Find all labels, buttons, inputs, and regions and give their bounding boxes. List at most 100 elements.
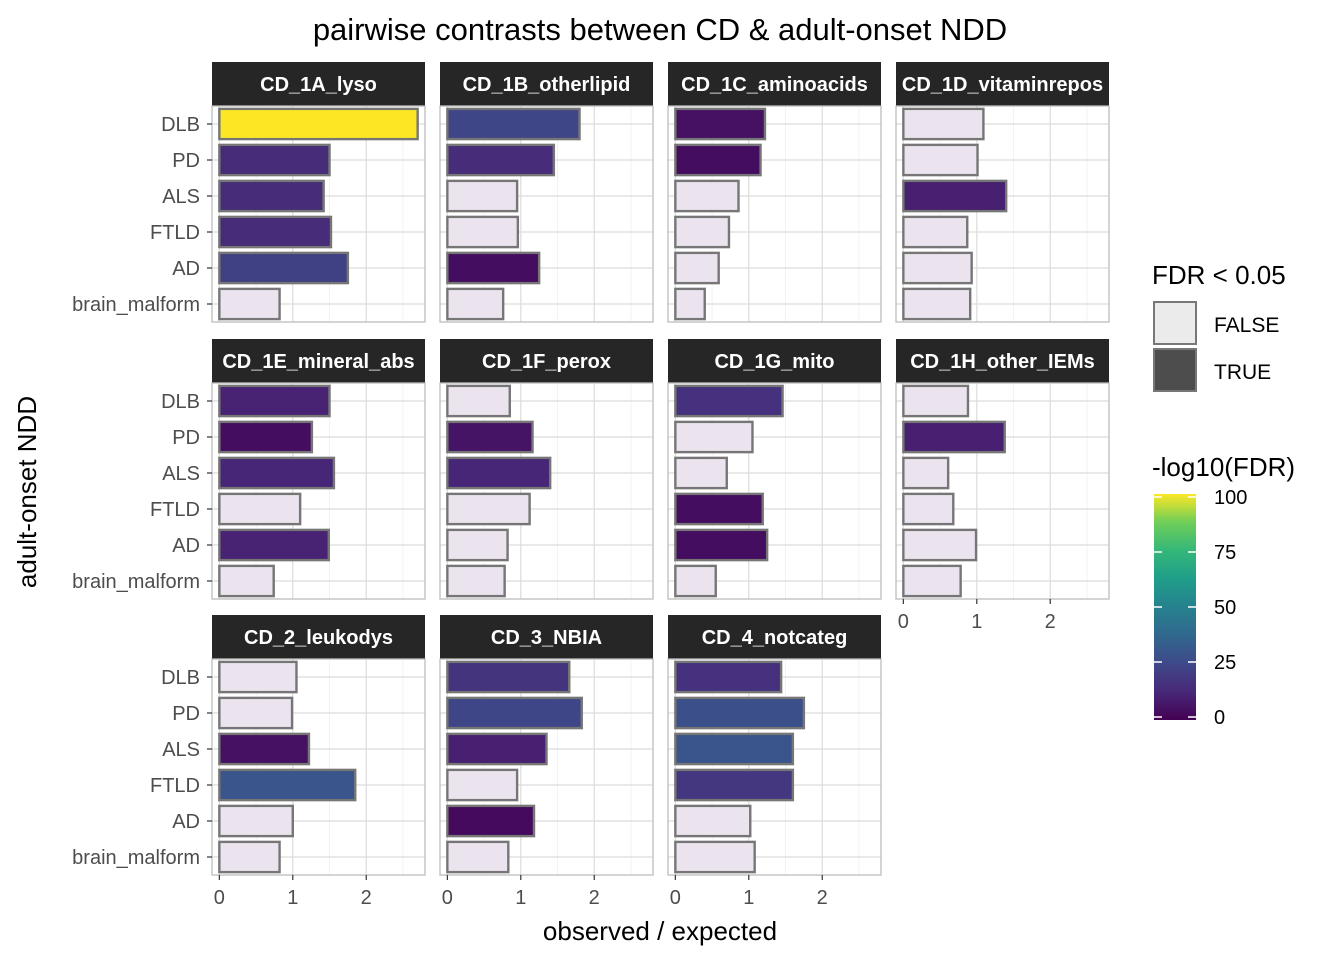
bar-pd (674, 143, 762, 177)
panel-strip (668, 62, 881, 106)
panel-background (212, 659, 425, 875)
bar-als (218, 456, 336, 490)
bar-als (902, 456, 950, 490)
bar-pd (674, 696, 806, 730)
y-tick-label: brain_malform (72, 847, 200, 869)
legend-fdr-title: FDR < 0.05 (1152, 260, 1286, 290)
x-tick-label: 2 (1045, 611, 1056, 633)
bar-pd (218, 420, 314, 454)
y-tick-label: brain_malform (72, 294, 200, 316)
x-tick-label: 0 (442, 887, 453, 909)
bar-als (674, 732, 795, 766)
bar-pd (446, 420, 534, 454)
bar-als (218, 732, 311, 766)
panel-border (667, 105, 882, 323)
panel-strip (440, 62, 653, 106)
bar-brain_malform (674, 564, 717, 598)
bar-ftld (674, 768, 795, 802)
y-tick-label: AD (172, 258, 200, 280)
panel-border (439, 105, 654, 323)
legend: FDR < 0.05 FALSE TRUE -log10(FDR) 0 25 50 7… (1152, 260, 1295, 729)
bar-brain_malform (446, 840, 510, 874)
bar-ftld (446, 492, 531, 526)
bar-ad (218, 528, 330, 562)
panel-background (896, 106, 1109, 322)
panel-CD_1F_perox: CD_1F_perox (439, 339, 654, 600)
y-tick-label: brain_malform (72, 571, 200, 593)
panel-border (211, 382, 426, 600)
panel-strip (212, 615, 425, 659)
panel-CD_1B_otherlipid: CD_1B_otherlipid (439, 62, 654, 323)
x-tick-label: 1 (515, 887, 526, 909)
panel-border (895, 382, 1110, 600)
panel-background (212, 383, 425, 599)
bar-ad (446, 251, 541, 285)
x-tick-label: 2 (589, 887, 600, 909)
y-tick-label: FTLD (150, 775, 200, 797)
panel-strip-label: CD_4_notcateg (702, 627, 848, 649)
bar-dlb (902, 384, 970, 418)
bar-pd (674, 420, 754, 454)
y-tick-label: DLB (161, 114, 200, 136)
panel-strip-label: CD_3_NBIA (491, 627, 602, 649)
bar-ftld (218, 492, 302, 526)
y-tick-label: PD (172, 427, 200, 449)
y-tick-label: PD (172, 703, 200, 725)
panel-border (439, 658, 654, 876)
panel-background (668, 383, 881, 599)
bar-dlb (446, 384, 511, 418)
panel-CD_4_notcateg: CD_4_notcateg 0 1 2 (667, 615, 882, 909)
y-tick-label: ALS (162, 463, 200, 485)
panel-strip (668, 339, 881, 383)
x-tick-label: 1 (743, 887, 754, 909)
x-tick-label: 1 (287, 887, 298, 909)
bar-als (446, 179, 519, 213)
panel-strip-label: CD_1A_lyso (260, 74, 377, 96)
bar-dlb (674, 660, 783, 694)
panel-background (440, 106, 653, 322)
colorbar-tick-label: 100 (1214, 487, 1247, 509)
panel-CD_1H_other_IEMs: CD_1H_other_IEMs 0 1 2 (895, 339, 1110, 633)
legend-key-false (1153, 301, 1197, 345)
legend-label-false: FALSE (1214, 314, 1279, 337)
panel-background (440, 383, 653, 599)
bar-ftld (218, 768, 357, 802)
bar-brain_malform (218, 564, 275, 598)
bar-pd (902, 420, 1006, 454)
panel-background (440, 659, 653, 875)
bar-brain_malform (446, 287, 505, 321)
legend-colorbar-title: -log10(FDR) (1152, 452, 1295, 482)
legend-key-true (1153, 348, 1197, 392)
y-tick-label: ALS (162, 186, 200, 208)
bar-ftld (902, 492, 955, 526)
panel-strip-label: CD_2_leukodys (244, 627, 393, 649)
y-tick-label: DLB (161, 391, 200, 413)
panel-background (896, 383, 1109, 599)
bar-ftld (446, 768, 519, 802)
panel-strip-label: CD_1F_perox (482, 351, 611, 373)
bar-ad (218, 251, 350, 285)
panel-border (667, 382, 882, 600)
bar-ad (446, 528, 509, 562)
legend-label-true: TRUE (1214, 361, 1271, 384)
bar-ad (674, 251, 720, 285)
panel-strip (440, 339, 653, 383)
panel-CD_2_leukodys: CD_2_leukodys DLB PD ALS FTLD AD brain_malform… (72, 615, 426, 909)
x-axis-title: observed / expected (543, 916, 777, 946)
bar-brain_malform (902, 287, 972, 321)
bar-als (902, 179, 1008, 213)
bar-dlb (674, 107, 767, 141)
bar-als (674, 179, 740, 213)
bar-ad (674, 804, 752, 838)
x-tick-label: 1 (971, 611, 982, 633)
y-tick-label: DLB (161, 667, 200, 689)
bar-ftld (674, 215, 731, 249)
bar-ad (674, 528, 769, 562)
bar-brain_malform (674, 840, 756, 874)
colorbar-tick-label: 25 (1214, 652, 1236, 674)
bar-dlb (446, 107, 581, 141)
x-tick-label: 0 (670, 887, 681, 909)
bar-brain_malform (902, 564, 962, 598)
panel-background (668, 659, 881, 875)
